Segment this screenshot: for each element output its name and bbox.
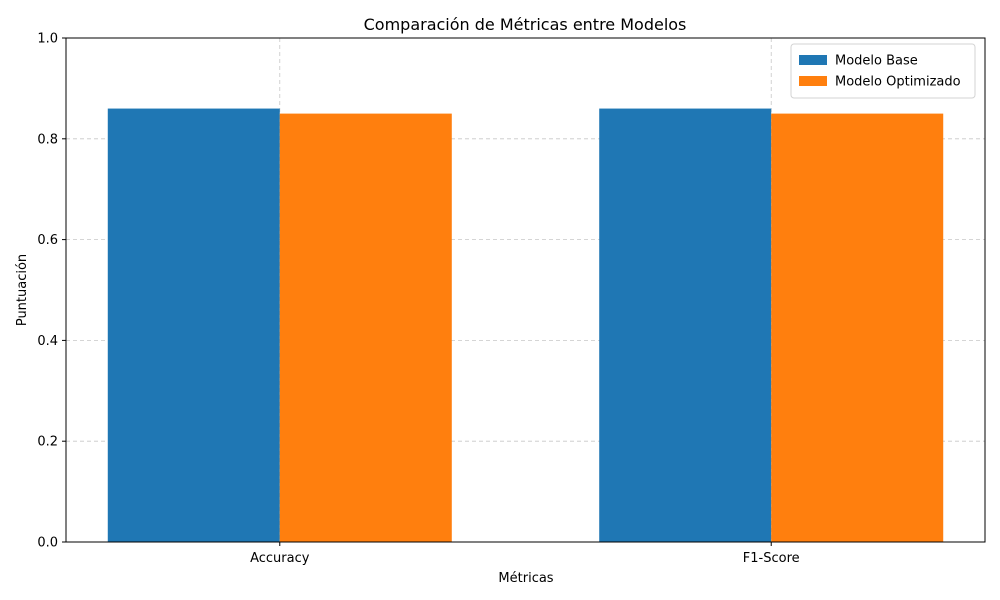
- y-tick-label: 0.2: [37, 435, 58, 450]
- legend-frame: [790, 43, 976, 99]
- legend-swatch: [799, 76, 827, 86]
- y-axis-label: Puntuación: [15, 254, 30, 326]
- y-axis: 0.0 0.2 0.4 0.6 0.8 1.0: [37, 32, 66, 551]
- plot-frame: [65, 37, 986, 543]
- y-tick-label: 1.0: [37, 32, 58, 47]
- y-tick-label: 0.4: [37, 334, 58, 349]
- legend: Modelo Base Modelo Optimizado: [790, 43, 976, 99]
- bar-modelo-optimizado-f1-score: [771, 113, 944, 542]
- x-axis-label: Métricas: [498, 571, 553, 586]
- legend-swatch: [799, 55, 827, 65]
- legend-label: Modelo Base: [835, 54, 918, 69]
- x-tick-label: Accuracy: [250, 551, 310, 566]
- legend-label: Modelo Optimizado: [835, 75, 961, 90]
- bar-modelo-base-f1-score: [599, 108, 772, 542]
- bars: [107, 108, 944, 542]
- y-tick-label: 0.0: [37, 536, 58, 551]
- x-tick-label: F1-Score: [743, 551, 800, 566]
- y-tick-label: 0.6: [37, 233, 58, 248]
- bar-modelo-base-accuracy: [107, 108, 280, 542]
- x-axis: Accuracy F1-Score: [250, 542, 800, 566]
- chart-title: Comparación de Métricas entre Modelos: [364, 15, 687, 34]
- bar-modelo-optimizado-accuracy: [279, 113, 452, 542]
- y-tick-label: 0.8: [37, 132, 58, 147]
